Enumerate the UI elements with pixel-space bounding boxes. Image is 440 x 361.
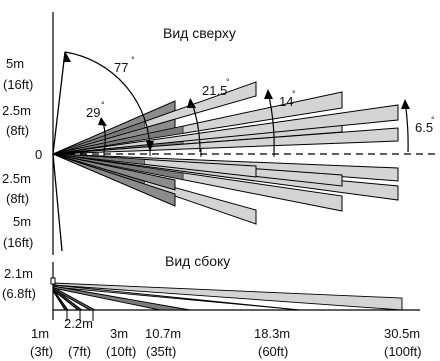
beam-core-3 (52, 121, 145, 155)
distance-2-2m: 2.2m (64, 316, 93, 331)
distance-3ft: (3ft) (30, 344, 53, 359)
distance-label-8ft-up: (8ft) (6, 123, 29, 138)
angle-arc-77 (64, 51, 151, 152)
side-view-title: Вид сбоку (165, 253, 230, 269)
distance-10ft: (10ft) (106, 344, 136, 359)
arrowhead-77-end (146, 141, 154, 152)
distance-label-16ft-down: (16ft) (3, 235, 33, 250)
arrowhead-6-5 (401, 99, 410, 109)
outer-ray-upper (52, 51, 66, 155)
arrowhead-29 (98, 117, 107, 126)
distance-label-8ft-down: (8ft) (6, 191, 29, 206)
beam-core-13 (52, 153, 145, 165)
angle-label-77: 77 (114, 60, 128, 75)
beam-8 (52, 127, 399, 155)
top-view-title: Вид сверху (163, 25, 236, 41)
side-view: Вид сбоку 2.1m (6.8ft) 1m 2.2m 3m 10.7m … (2, 253, 422, 359)
height-label-m: 2.1m (4, 266, 33, 281)
side-beam-6 (52, 287, 69, 311)
arrowhead-14 (264, 89, 273, 99)
arrowhead-77 (63, 51, 71, 62)
height-label-ft: (6.8ft) (2, 286, 36, 301)
distance-label-2-5m-up: 2.5m (2, 103, 31, 118)
distance-label-5m-up: 5m (6, 56, 24, 71)
side-beam-group (50, 277, 403, 311)
beam-core-5 (52, 125, 184, 155)
distance-label-5m-down: 5m (13, 214, 31, 229)
distance-1m: 1m (31, 326, 49, 341)
beam-7 (52, 104, 399, 155)
distance-30-5m: 30.5m (384, 326, 420, 341)
beam-15 (52, 153, 176, 191)
distance-18-3m: 18.3m (254, 326, 290, 341)
angle-label-21-5: 21.5 (202, 83, 227, 98)
beam-16 (52, 153, 176, 207)
degree-mark-77: ° (131, 55, 135, 65)
floor-ticks (66, 310, 94, 321)
sensor-mark (50, 277, 56, 285)
degree-mark-14: ° (292, 89, 296, 99)
center-label: 0 (35, 147, 42, 162)
outer-ray-lower (52, 153, 63, 252)
distance-3m: 3m (110, 326, 128, 341)
distance-35ft: (35ft) (146, 344, 176, 359)
distance-label-16ft-up: (16ft) (3, 77, 33, 92)
beam-core-12 (52, 153, 184, 181)
angle-label-14: 14 (279, 94, 293, 109)
degree-mark-29: ° (101, 100, 105, 110)
angle-label-6-5: 6.5 (415, 120, 433, 135)
angle-label-29: 29 (86, 105, 100, 120)
distance-7ft: (7ft) (68, 344, 91, 359)
arrowhead-21-5 (187, 98, 196, 108)
distance-100ft: (100ft) (384, 344, 422, 359)
distance-label-2-5m-down: 2.5m (2, 171, 31, 186)
beam-group (52, 81, 399, 225)
degree-mark-21-5: ° (226, 77, 230, 87)
distance-10-7m: 10.7m (145, 326, 181, 341)
distance-60ft: (60ft) (258, 344, 288, 359)
degree-mark-6-5: ° (431, 115, 435, 125)
top-view: Вид сверху 5m (16ft) 2.5m (8ft) 0 2.5m (… (2, 12, 440, 255)
